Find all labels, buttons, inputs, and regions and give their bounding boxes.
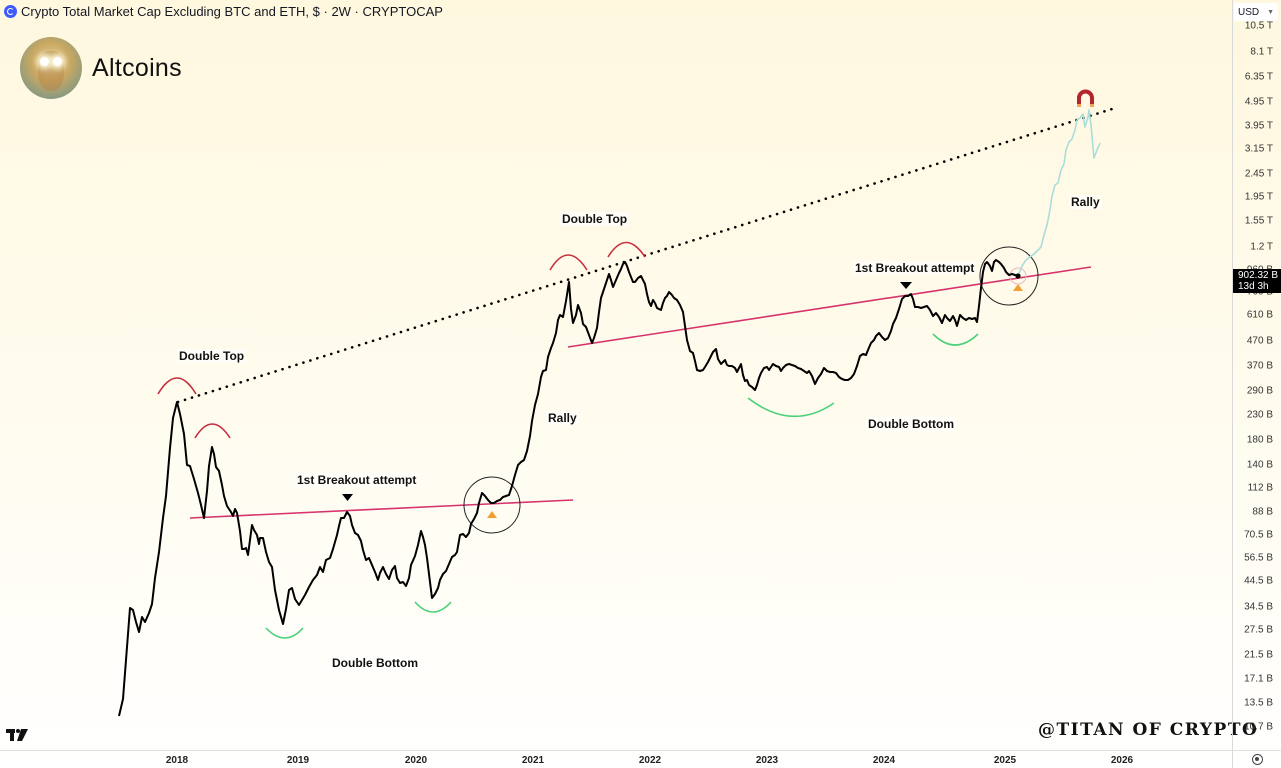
bottom-arc-4 [932, 333, 979, 346]
breakout-marker-icon-2 [1013, 284, 1023, 291]
tradingview-logo[interactable]: TV [6, 727, 30, 746]
last-price-dot [1015, 273, 1021, 279]
price-axis-label: 112 B [1247, 482, 1273, 494]
last-price-tag: 902.32 B 13d 3h [1233, 269, 1281, 293]
avatar [20, 37, 82, 99]
dotted-resistance-line [176, 107, 1114, 404]
price-axis-label: 290 B [1246, 385, 1273, 397]
annotation-double-top-1: Double Top [177, 349, 247, 363]
avatar-eye-left [40, 57, 49, 66]
price-axis-label: 180 B [1246, 434, 1273, 446]
top-arc-2 [194, 423, 231, 439]
price-axis-label: 44.5 B [1244, 575, 1273, 587]
currency-value: USD [1238, 6, 1260, 18]
top-arc-3 [549, 254, 588, 271]
price-axis-label: 10.7 B [1244, 721, 1273, 733]
time-axis-label: 2026 [1110, 755, 1134, 766]
annotation-double-top-2: Double Top [560, 212, 630, 226]
breakout-marker-icon-1 [487, 511, 497, 518]
down-arrow-icon-1 [342, 494, 353, 501]
down-arrow-icon-2 [900, 282, 912, 289]
breakout-circle-2 [979, 246, 1039, 306]
top-arc-4 [607, 241, 646, 258]
chart-settings-button[interactable] [1232, 750, 1281, 768]
bottom-arc-2 [414, 601, 452, 613]
bottom-arc-1 [265, 627, 304, 639]
top-arc-1 [157, 377, 197, 395]
time-axis[interactable]: 2018 2019 2020 2021 2022 2023 2024 2025 … [0, 750, 1232, 768]
time-axis-label: 2020 [404, 755, 428, 766]
price-axis[interactable]: 10.5 T 8.1 T 6.35 T 4.95 T 3.95 T 3.15 T… [1232, 0, 1281, 750]
price-axis-label: 56.5 B [1244, 552, 1273, 564]
avatar-eye-right [53, 57, 62, 66]
bar-countdown: 13d 3h [1238, 281, 1269, 292]
price-axis-label: 610 B [1246, 309, 1273, 321]
price-axis-label: 1.95 T [1244, 191, 1273, 203]
price-axis-label: 10.5 T [1244, 20, 1273, 32]
magnet-icon [1077, 89, 1094, 107]
cryptocap-logo-icon [4, 4, 17, 18]
time-axis-label: 2018 [165, 755, 189, 766]
price-axis-label: 370 B [1246, 360, 1273, 372]
price-line [118, 259, 1019, 717]
time-axis-label: 2024 [872, 755, 896, 766]
price-axis-label: 3.15 T [1244, 143, 1273, 155]
tradingview-logo-icon [6, 729, 28, 741]
price-axis-label: 27.5 B [1244, 624, 1273, 636]
brand-block: Altcoins [20, 37, 182, 99]
chart-title: Altcoins [92, 53, 182, 82]
price-axis-label: 88 B [1252, 506, 1273, 518]
trendline-2 [567, 266, 1092, 348]
price-axis-label: 140 B [1246, 459, 1273, 471]
projected-rally-line [1017, 109, 1101, 277]
chart-plot-area[interactable] [0, 0, 1232, 750]
price-axis-label: 21.5 B [1244, 649, 1273, 661]
author-watermark: @TITAN OF CRYPTO [1038, 720, 1259, 740]
price-axis-label: 230 B [1246, 409, 1273, 421]
price-axis-label: 1.2 T [1250, 241, 1273, 253]
annotation-rally-1: Rally [546, 411, 579, 425]
time-axis-label: 2023 [755, 755, 779, 766]
currency-selector[interactable]: USD ▼ [1234, 3, 1278, 21]
annotation-double-bottom-2: Double Bottom [866, 417, 956, 431]
annotation-breakout-1: 1st Breakout attempt [295, 473, 419, 487]
bottom-arc-3 [747, 397, 835, 418]
annotation-rally-2: Rally [1069, 195, 1102, 209]
price-axis-label: 34.5 B [1244, 601, 1273, 613]
breakout-circle-1 [463, 476, 521, 534]
price-axis-label: 2.45 T [1244, 168, 1273, 180]
trendline-1 [189, 499, 574, 519]
price-axis-label: 8.1 T [1250, 46, 1273, 58]
time-axis-label: 2019 [286, 755, 310, 766]
symbol-title: Crypto Total Market Cap Excluding BTC an… [21, 3, 443, 19]
last-price-value: 902.32 B [1238, 270, 1279, 281]
price-axis-label: 13.5 B [1244, 697, 1273, 709]
chart-header[interactable]: Crypto Total Market Cap Excluding BTC an… [4, 2, 443, 20]
time-axis-label: 2022 [638, 755, 662, 766]
settings-icon [1251, 754, 1263, 765]
price-axis-label: 70.5 B [1244, 529, 1273, 541]
price-axis-label: 1.55 T [1244, 215, 1273, 227]
price-axis-label: 17.1 B [1244, 673, 1273, 685]
price-axis-label: 6.35 T [1244, 71, 1273, 83]
time-axis-label: 2025 [993, 755, 1017, 766]
time-axis-label: 2021 [521, 755, 545, 766]
price-axis-label: 3.95 T [1244, 120, 1273, 132]
annotation-double-bottom-1: Double Bottom [330, 656, 420, 670]
price-axis-label: 4.95 T [1244, 96, 1273, 108]
price-axis-label: 470 B [1246, 335, 1273, 347]
chevron-down-icon: ▼ [1267, 8, 1274, 16]
annotation-breakout-2: 1st Breakout attempt [853, 261, 977, 275]
